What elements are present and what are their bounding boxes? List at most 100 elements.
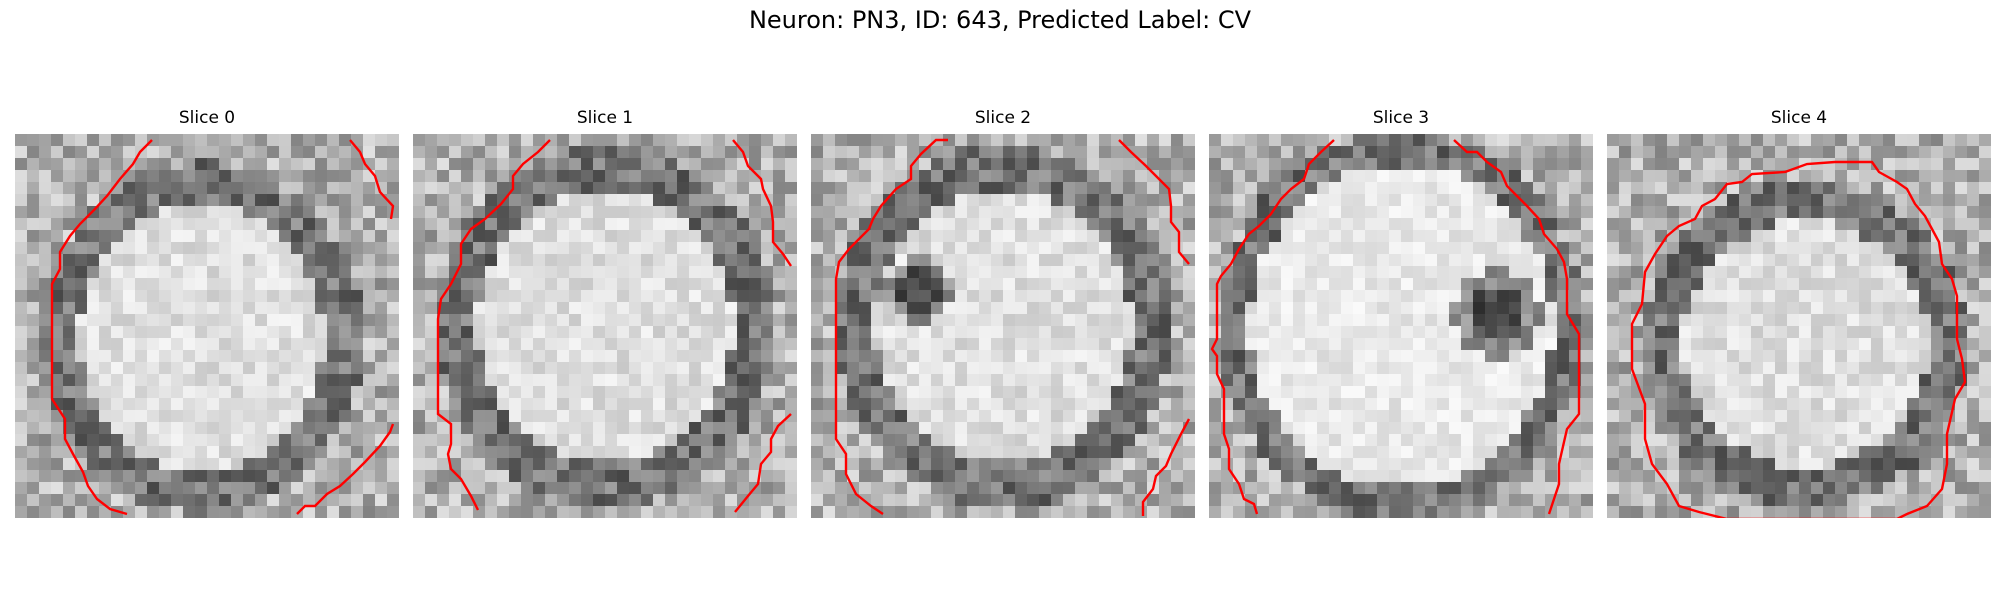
pixel <box>725 194 737 206</box>
pixel <box>375 398 387 410</box>
pixel <box>1183 194 1195 206</box>
pixel <box>303 182 315 194</box>
pixel <box>1269 314 1281 326</box>
pixel <box>27 470 39 482</box>
pixel <box>87 362 99 374</box>
pixel <box>303 314 315 326</box>
pixel <box>1449 278 1461 290</box>
pixel <box>1003 506 1015 518</box>
pixel <box>1557 230 1569 242</box>
pixel <box>1557 182 1569 194</box>
pixel <box>895 338 907 350</box>
pixel <box>1533 278 1545 290</box>
pixel <box>931 158 943 170</box>
pixel <box>327 326 339 338</box>
pixel <box>461 134 473 146</box>
pixel <box>1209 410 1221 422</box>
pixel <box>1835 194 1847 206</box>
pixel <box>713 314 725 326</box>
pixel <box>1425 374 1437 386</box>
pixel <box>895 458 907 470</box>
pixel <box>1509 266 1521 278</box>
pixel <box>1907 386 1919 398</box>
pixel <box>811 494 823 506</box>
pixel <box>1545 434 1557 446</box>
pixel <box>279 446 291 458</box>
pixel <box>677 266 689 278</box>
pixel <box>1955 434 1967 446</box>
pixel <box>111 458 123 470</box>
pixel <box>351 278 363 290</box>
pixel <box>195 242 207 254</box>
pixel <box>111 230 123 242</box>
pixel <box>835 158 847 170</box>
pixel <box>1377 242 1389 254</box>
pixel <box>1545 326 1557 338</box>
pixel <box>749 290 761 302</box>
pixel <box>135 434 147 446</box>
pixel <box>1763 314 1775 326</box>
pixel <box>87 194 99 206</box>
pixel <box>871 266 883 278</box>
pixel <box>51 170 63 182</box>
pixel <box>1859 434 1871 446</box>
pixel <box>1389 470 1401 482</box>
pixel <box>581 350 593 362</box>
pixel <box>823 230 835 242</box>
pixel <box>847 494 859 506</box>
pixel <box>1533 374 1545 386</box>
pixel <box>1631 434 1643 446</box>
pixel <box>919 182 931 194</box>
pixel <box>449 338 461 350</box>
pixel <box>557 302 569 314</box>
pixel <box>1171 254 1183 266</box>
pixel <box>1353 158 1365 170</box>
pixel <box>1425 338 1437 350</box>
pixel <box>1257 398 1269 410</box>
pixel <box>835 458 847 470</box>
pixel <box>979 134 991 146</box>
pixel <box>1461 506 1473 518</box>
pixel <box>533 302 545 314</box>
pixel <box>1233 434 1245 446</box>
pixel <box>919 326 931 338</box>
pixel <box>207 458 219 470</box>
pixel <box>1293 410 1305 422</box>
pixel <box>1209 482 1221 494</box>
pixel <box>449 182 461 194</box>
pixel <box>823 422 835 434</box>
pixel <box>1039 398 1051 410</box>
pixel <box>1691 302 1703 314</box>
pixel <box>569 386 581 398</box>
pixel <box>713 434 725 446</box>
pixel <box>1485 446 1497 458</box>
pixel <box>1727 170 1739 182</box>
pixel <box>1619 410 1631 422</box>
pixel <box>569 158 581 170</box>
pixel <box>955 482 967 494</box>
pixel <box>1183 134 1195 146</box>
pixel <box>123 146 135 158</box>
pixel <box>231 134 243 146</box>
pixel <box>207 410 219 422</box>
pixel <box>1413 194 1425 206</box>
pixel <box>1317 194 1329 206</box>
pixel <box>1389 362 1401 374</box>
pixel <box>159 326 171 338</box>
pixel <box>1895 206 1907 218</box>
pixel <box>1581 458 1593 470</box>
pixel <box>859 242 871 254</box>
pixel <box>1533 254 1545 266</box>
pixel <box>823 374 835 386</box>
pixel <box>1619 290 1631 302</box>
pixel <box>689 398 701 410</box>
pixel <box>569 218 581 230</box>
pixel <box>123 434 135 446</box>
pixel <box>1209 302 1221 314</box>
pixel <box>219 302 231 314</box>
pixel <box>1581 398 1593 410</box>
pixel <box>749 434 761 446</box>
pixel <box>15 206 27 218</box>
pixel <box>1569 422 1581 434</box>
pixel <box>473 494 485 506</box>
